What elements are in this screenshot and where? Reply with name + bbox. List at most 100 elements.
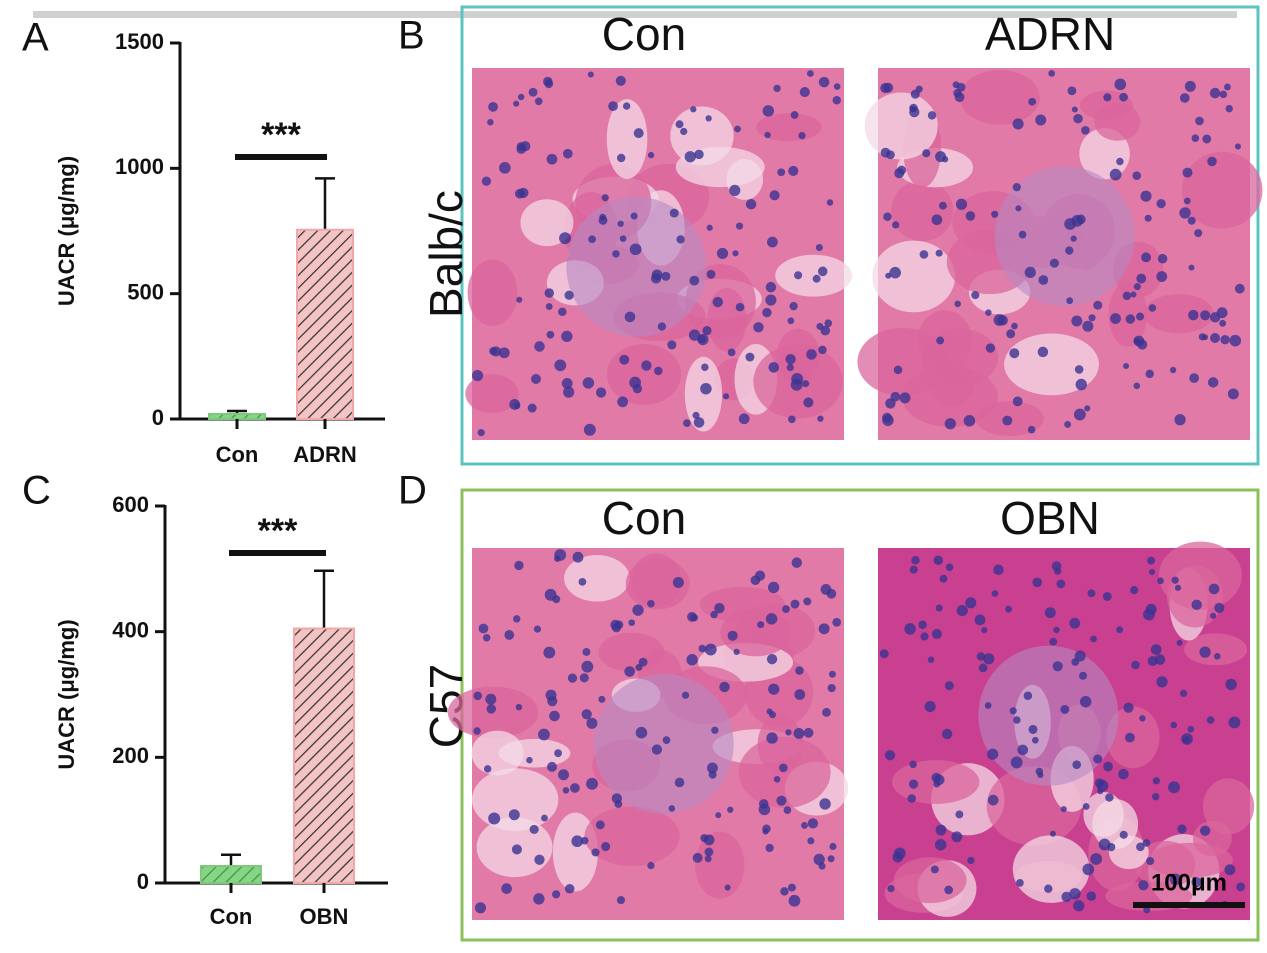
nucleus — [487, 118, 494, 126]
bar — [293, 627, 355, 885]
nucleus — [534, 854, 545, 865]
nucleus — [892, 221, 900, 229]
tissue-region — [1012, 835, 1090, 903]
nucleus — [1075, 378, 1088, 391]
nucleus — [616, 895, 626, 905]
nucleus — [1064, 420, 1072, 428]
tissue-region — [1079, 128, 1130, 180]
nucleus — [527, 403, 537, 413]
nucleus — [1090, 635, 1097, 643]
panel-label: C — [22, 469, 51, 513]
nucleus — [924, 701, 936, 713]
nucleus — [732, 250, 739, 257]
nucleus — [767, 236, 778, 248]
nucleus — [1049, 258, 1059, 268]
nucleus — [1182, 736, 1190, 744]
nucleus — [1130, 291, 1137, 298]
x-tick-label: ADRN — [293, 442, 357, 467]
nucleus — [511, 844, 522, 855]
nucleus — [735, 222, 744, 230]
tissue-region — [1004, 333, 1099, 396]
nucleus — [1143, 608, 1155, 621]
nucleus — [1018, 230, 1027, 239]
nucleus — [547, 696, 558, 707]
nucleus — [1147, 556, 1156, 565]
nucleus — [1184, 80, 1196, 92]
nucleus — [1176, 639, 1183, 646]
nucleus — [541, 814, 548, 822]
nucleus — [1179, 207, 1191, 219]
nucleus — [976, 652, 986, 661]
y-axis-label: UACR (μg/mg) — [54, 619, 79, 769]
nucleus — [1123, 702, 1134, 713]
nucleus — [599, 213, 607, 221]
nucleus — [1224, 83, 1231, 91]
nucleus — [1067, 86, 1077, 96]
nucleus — [714, 602, 725, 614]
nucleus — [1207, 156, 1217, 167]
nucleus — [786, 363, 794, 372]
nucleus — [586, 717, 598, 729]
nucleus — [1136, 842, 1145, 852]
nucleus — [488, 812, 501, 825]
tissue-region — [1184, 633, 1248, 666]
nucleus — [529, 824, 539, 835]
nucleus — [734, 125, 741, 133]
nucleus — [883, 82, 894, 93]
tissue-region — [893, 857, 967, 904]
panel-frame — [460, 5, 1260, 466]
nucleus — [801, 821, 808, 829]
nucleus — [819, 798, 831, 810]
nucleus — [1094, 778, 1105, 788]
nucleus — [791, 557, 803, 568]
nucleus — [889, 266, 901, 279]
nucleus — [1069, 888, 1081, 900]
nucleus — [915, 85, 923, 93]
nucleus — [951, 831, 963, 843]
nucleus — [647, 151, 655, 159]
nucleus — [706, 224, 713, 231]
nucleus — [762, 828, 769, 835]
nucleus — [828, 670, 836, 678]
nucleus — [1236, 882, 1246, 892]
nucleus — [681, 691, 690, 699]
nucleus — [1152, 777, 1160, 785]
nucleus — [727, 348, 736, 357]
nucleus — [561, 330, 573, 343]
nucleus — [1202, 134, 1212, 144]
nucleus — [1152, 793, 1160, 801]
nucleus — [1088, 314, 1096, 322]
nucleus — [668, 805, 676, 812]
bar — [208, 412, 266, 420]
nucleus — [776, 795, 787, 806]
nucleus — [473, 727, 481, 735]
nucleus — [1071, 215, 1084, 227]
nucleus — [1168, 781, 1180, 794]
nucleus — [727, 630, 738, 641]
nucleus — [787, 317, 795, 325]
nucleus — [703, 834, 715, 846]
nucleus — [1234, 143, 1241, 150]
nucleus — [579, 673, 589, 683]
nucleus — [661, 271, 671, 281]
nucleus — [1228, 716, 1241, 729]
nucleus — [934, 839, 947, 851]
nucleus — [1087, 589, 1096, 598]
nucleus — [669, 208, 679, 218]
tissue-region — [1143, 294, 1214, 334]
nucleus — [727, 806, 734, 813]
nucleus — [1093, 754, 1103, 764]
nucleus — [1028, 97, 1037, 106]
tissue-region — [959, 70, 1040, 125]
nucleus — [564, 290, 574, 300]
nucleus — [1225, 104, 1233, 113]
tissue-region — [467, 259, 518, 327]
nucleus — [1174, 584, 1182, 591]
nucleus — [1066, 297, 1074, 305]
nucleus — [515, 703, 523, 711]
nucleus — [567, 673, 578, 683]
column-label: Con — [602, 492, 686, 544]
nucleus — [694, 149, 704, 160]
nucleus — [543, 76, 553, 87]
nucleus — [941, 728, 953, 740]
